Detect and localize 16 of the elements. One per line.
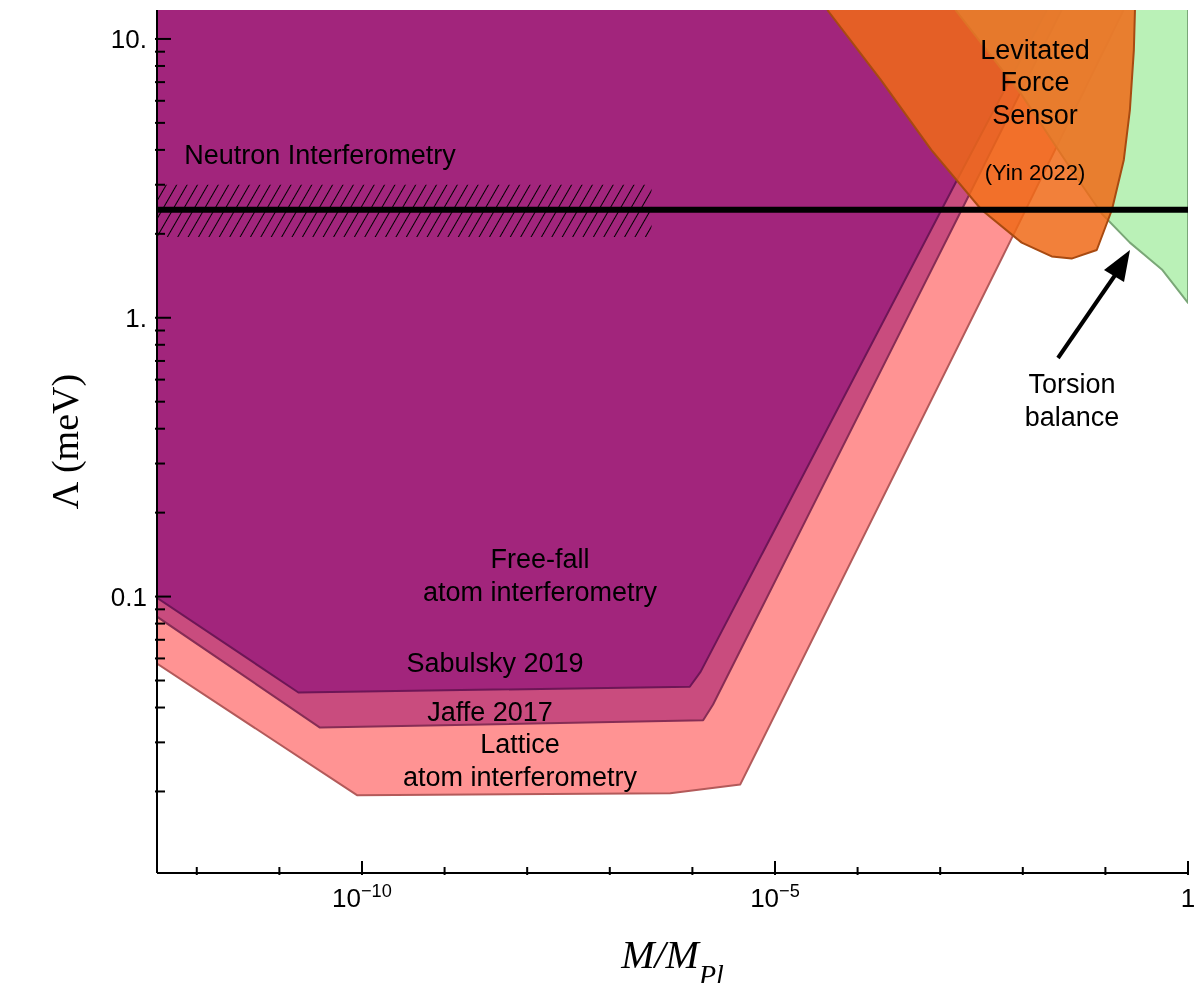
annotation: Sabulsky 2019 xyxy=(406,648,584,679)
x-tick-label: 1 xyxy=(1180,883,1196,913)
annotation: Lattice atom interferometry xyxy=(402,729,638,792)
y-tick-label: 0.1 xyxy=(110,581,147,612)
annotation: Levitated Force Sensor xyxy=(980,35,1090,130)
y-tick-label: 10. xyxy=(110,23,147,54)
annotation: Jaffe 2017 xyxy=(427,697,553,728)
y-axis-title: Λ (meV) xyxy=(44,373,87,510)
x-tick-label: 10$^{−5}$ xyxy=(750,881,800,913)
annotation: Free-fall atom interferometry xyxy=(422,544,658,607)
annotation: Neutron Interferometry xyxy=(184,140,457,171)
x-tick-label: 10$^{−10}$ xyxy=(332,881,392,913)
y-tick-label: 1. xyxy=(125,302,147,333)
x-axis-title: M/M$_{Pl}$ xyxy=(620,932,725,986)
annotation: Torsion balance xyxy=(1024,369,1120,432)
annotation: (Yin 2022) xyxy=(984,159,1086,185)
